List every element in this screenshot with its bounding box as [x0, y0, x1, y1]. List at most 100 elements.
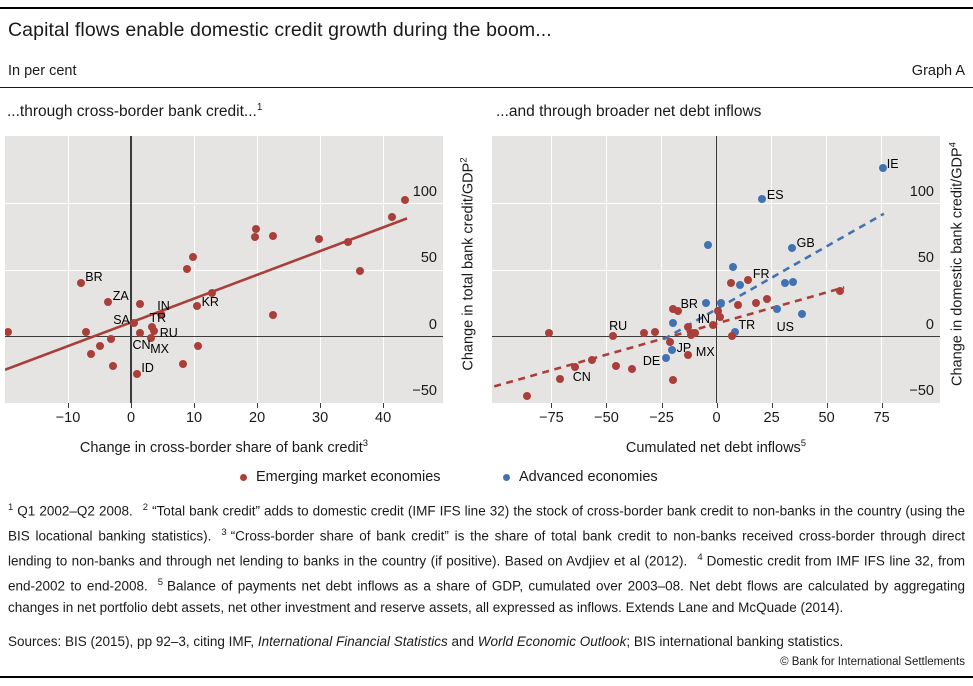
- unit-label: In per cent: [8, 63, 77, 79]
- x-tick-mark: [131, 403, 133, 408]
- data-point-TR: [727, 331, 736, 340]
- x-gridline: [605, 136, 607, 403]
- data-point: [729, 262, 738, 271]
- x-tick-mark: [551, 403, 553, 408]
- left-y-axis-title: Change in total bank credit/GDP2: [458, 157, 477, 371]
- country-label-GB: GB: [796, 236, 815, 251]
- x-tick-label: 25: [763, 410, 780, 426]
- source-text: ; BIS international banking statistics.: [626, 634, 844, 649]
- country-label-RU: RU: [159, 326, 178, 340]
- data-point: [183, 264, 192, 273]
- data-point: [268, 231, 277, 240]
- footnote-marker: 5: [157, 577, 164, 588]
- right-plot-area: IE ES GB FR US DE JP BR IN TR RU MX CN −50 0 50 100: [492, 136, 940, 403]
- x-tick-mark: [320, 403, 322, 408]
- data-point: [5, 327, 13, 336]
- page-title: Capital flows enable domestic credit gro…: [8, 19, 552, 41]
- data-point: [82, 327, 91, 336]
- data-point: [763, 294, 772, 303]
- x-tick-mark: [716, 403, 718, 408]
- x-tick-label: 40: [375, 410, 392, 426]
- emerging-markets-dot-icon: [240, 473, 247, 481]
- x-tick-mark: [68, 403, 70, 408]
- data-point: [207, 289, 216, 298]
- y-gridline: [5, 269, 443, 271]
- data-point: [701, 299, 710, 308]
- right-y-axis-title: Change in domestic bank credit/GDP4: [947, 142, 966, 386]
- data-point: [744, 276, 753, 285]
- footnotes: 1 Q1 2002–Q2 2008. 2 “Total bank credit” ad…: [8, 502, 966, 615]
- data-point: [684, 322, 693, 331]
- data-point-ES: [757, 195, 766, 204]
- data-point: [106, 334, 115, 343]
- x-gridline: [193, 136, 195, 403]
- legend-item-emerging: Emerging market economies: [240, 469, 441, 485]
- data-point: [669, 318, 678, 327]
- data-point-MX: [683, 351, 692, 360]
- x-gridline: [319, 136, 321, 403]
- legend-label-emerging: Emerging market economies: [256, 469, 441, 485]
- y-tick-label: 0: [925, 316, 934, 333]
- country-label-JP: JP: [676, 340, 692, 355]
- country-label-BR: BR: [85, 270, 103, 285]
- country-label-SA: SA: [113, 313, 130, 328]
- x-gridline: [771, 136, 773, 403]
- left-plot-area: BR ZA SA IN KR TR RU CN MX ID −50 0 50 100: [5, 136, 443, 403]
- data-point-GB: [787, 244, 796, 253]
- data-point: [650, 327, 659, 336]
- trend-lines: [5, 217, 408, 372]
- x-tick-label: 0: [712, 410, 721, 426]
- y-tick-label: 0: [428, 316, 437, 333]
- footnote-marker: 2: [142, 502, 149, 513]
- legend-item-advanced: Advanced economies: [503, 469, 658, 485]
- data-point-MX: [147, 334, 156, 343]
- data-point: [714, 306, 723, 315]
- x-tick-label: 30: [312, 410, 329, 426]
- y-tick-label: −50: [909, 383, 934, 399]
- left-panel-title: ...through cross-border bank credit...1: [7, 102, 262, 121]
- left-x-axis-title: Change in cross-border share of bank cre…: [79, 438, 369, 456]
- country-label-ZA: ZA: [112, 289, 129, 304]
- country-label-ID: ID: [141, 361, 154, 376]
- y-tick-label: 100: [909, 183, 934, 200]
- data-point: [704, 240, 713, 249]
- data-point: [587, 356, 596, 365]
- graph-label: Graph A: [911, 63, 965, 79]
- source-publication: International Financial Statistics: [257, 634, 448, 649]
- data-point: [400, 195, 409, 204]
- x-gridline: [550, 136, 552, 403]
- country-label-BR: BR: [680, 296, 698, 311]
- zero-y-line: [5, 335, 443, 338]
- data-point-RU: [609, 331, 618, 340]
- right-panel-title-text: ...and through broader net debt inflows: [496, 103, 762, 121]
- country-label-IE: IE: [886, 156, 899, 171]
- zero-y-line: [492, 335, 940, 338]
- zero-x-line: [130, 136, 132, 403]
- data-point-FR: [735, 280, 744, 289]
- header-divider: [0, 87, 973, 88]
- x-tick-mark: [881, 403, 883, 408]
- top-rule: [0, 7, 973, 9]
- y-gridline: [5, 203, 443, 205]
- y-tick-label: 50: [420, 250, 437, 267]
- trend-lines: [493, 212, 885, 388]
- data-point: [95, 341, 104, 350]
- data-point: [789, 278, 798, 287]
- data-point-ID: [133, 370, 142, 379]
- x-tick-label: 10: [185, 410, 203, 426]
- em-trend-line: [5, 217, 408, 372]
- data-point: [690, 329, 699, 338]
- data-point: [780, 279, 789, 288]
- data-point-TR: [148, 322, 157, 331]
- country-label-ES: ES: [766, 188, 784, 203]
- data-point: [87, 349, 96, 358]
- data-point-CN: [570, 363, 579, 372]
- y-tick-label: −50: [412, 383, 437, 399]
- x-tick-mark: [661, 403, 663, 408]
- data-point: [726, 279, 735, 288]
- data-point-IN: [157, 310, 166, 318]
- data-point-IN: [708, 320, 717, 329]
- data-point-US: [772, 305, 781, 314]
- data-point-IE: [878, 163, 887, 172]
- country-label-TR: TR: [149, 310, 167, 325]
